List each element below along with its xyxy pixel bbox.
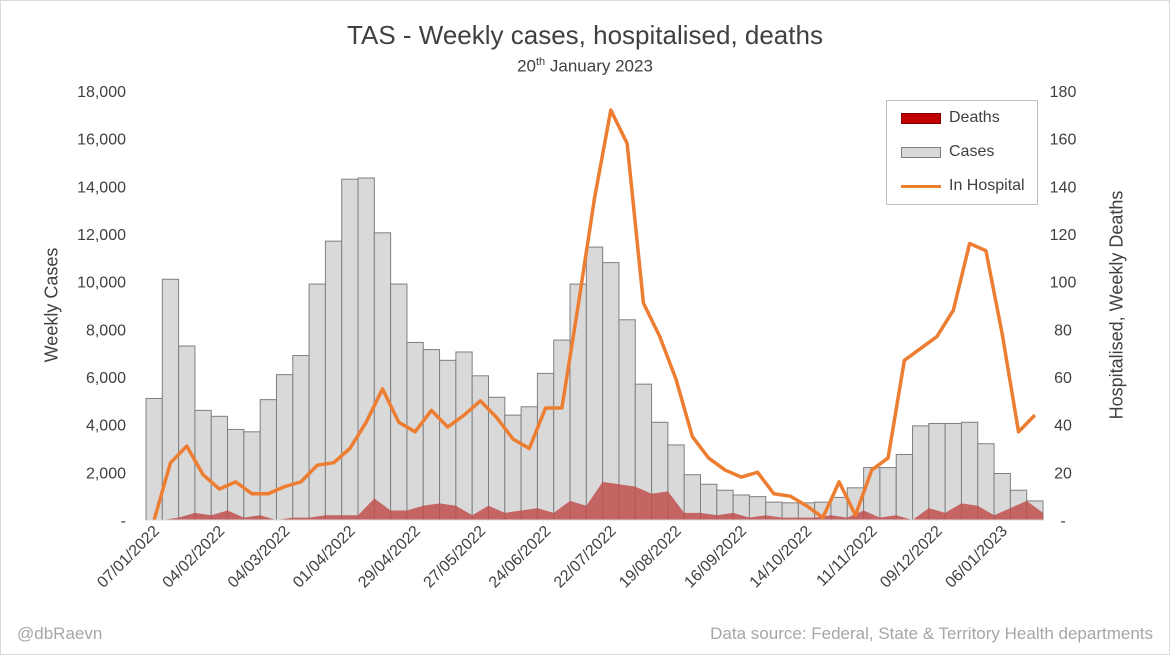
x-tick-label: 24/06/2022 [486, 523, 555, 592]
cases-bar [259, 399, 277, 521]
legend-item-cases: Cases [887, 141, 1037, 165]
cases-bar [357, 177, 375, 521]
x-tick-label: 04/02/2022 [160, 523, 229, 592]
cases-bar [781, 502, 799, 521]
y-tick-label-right: 180 [1050, 84, 1077, 101]
y-tick-label-left: 8,000 [86, 322, 126, 339]
y-tick-label-right: 120 [1050, 227, 1077, 244]
legend-item-deaths: Deaths [887, 107, 1037, 131]
legend-swatch-deaths [901, 113, 941, 124]
legend-label-cases: Cases [949, 143, 995, 160]
x-tick-label: 16/09/2022 [681, 523, 750, 592]
cases-bar [471, 375, 489, 521]
hospital-line [152, 108, 1037, 521]
legend-label-deaths: Deaths [949, 109, 1000, 126]
cases-bar [536, 372, 555, 521]
cases-bar [210, 415, 229, 521]
x-tick-label: 01/04/2022 [290, 523, 359, 592]
cases-bar [292, 355, 310, 521]
cases-bar [895, 453, 914, 521]
legend-label-hospital: In Hospital [949, 177, 1025, 194]
subtitle-day: 20 [517, 56, 536, 76]
cases-bar [602, 262, 620, 521]
y-tick-label-right: 80 [1054, 322, 1072, 339]
subtitle-rest: January 2023 [545, 56, 653, 76]
x-tick-label: 06/01/2023 [942, 523, 1011, 592]
cases-bar [308, 283, 326, 521]
cases-bar [879, 467, 897, 521]
deaths-area-layer [146, 481, 1043, 520]
y-tick-label-left: - [121, 513, 126, 530]
x-tick-label: 09/12/2022 [877, 523, 946, 592]
cases-bar [227, 428, 245, 521]
chart-legend: Deaths Cases In Hospital [886, 100, 1038, 205]
y-tick-label-left: 4,000 [86, 418, 126, 435]
x-tick-label: 11/11/2022 [814, 523, 881, 590]
y-tick-label-left: 10,000 [77, 275, 126, 292]
credit-text: @dbRaevn [17, 624, 103, 643]
legend-swatch-hospital [901, 185, 941, 188]
y-tick-label-left: 14,000 [77, 179, 126, 196]
cases-bar [439, 359, 457, 521]
x-tick-label: 07/01/2022 [94, 523, 163, 592]
subtitle-suffix: th [535, 56, 546, 68]
cases-bar [455, 351, 473, 521]
y-tick-label-right: - [1060, 513, 1065, 530]
cases-bar [422, 349, 441, 521]
cases-bar [585, 246, 604, 521]
y-tick-label-left: 12,000 [77, 227, 126, 244]
cases-bar [324, 240, 343, 521]
x-tick-label: 29/04/2022 [355, 523, 424, 592]
x-tick-label: 27/05/2022 [421, 523, 490, 592]
y-tick-label-right: 40 [1054, 418, 1072, 435]
legend-item-hospital: In Hospital [887, 175, 1037, 199]
source-text: Data source: Federal, State & Territory … [710, 624, 1153, 643]
y-tick-label-left: 18,000 [77, 84, 126, 101]
y-tick-label-right: 20 [1054, 465, 1072, 482]
cases-bar [275, 374, 294, 521]
x-tick-label: 14/10/2022 [747, 523, 816, 592]
y-tick-label-right: 140 [1050, 179, 1077, 196]
chart-subtitle: 20th January 2023 [0, 56, 1170, 77]
x-tick-label: 19/08/2022 [616, 523, 685, 592]
x-tick-label: 22/07/2022 [551, 523, 620, 592]
y-tick-label-right: 60 [1054, 370, 1072, 387]
y-tick-label-left: 2,000 [86, 465, 126, 482]
cases-bar [928, 422, 946, 521]
y-tick-label-left: 6,000 [86, 370, 126, 387]
cases-bar [390, 283, 408, 521]
cases-bar [341, 178, 359, 521]
cases-bars [145, 177, 1044, 521]
cases-bar [178, 345, 196, 521]
cases-bar [520, 406, 538, 521]
y-tick-label-right: 160 [1050, 132, 1077, 149]
deaths-area [146, 481, 1043, 520]
hospital-line-layer [152, 108, 1037, 521]
cases-bar [373, 232, 392, 521]
legend-swatch-cases [901, 147, 941, 158]
cases-bar [569, 283, 587, 521]
x-tick-label: 04/03/2022 [225, 523, 294, 592]
chart-title: TAS - Weekly cases, hospitalised, deaths [347, 20, 823, 50]
cases-bar [912, 425, 930, 521]
cases-bar [243, 431, 261, 521]
y-tick-label-right: 100 [1050, 275, 1077, 292]
y-tick-label-left: 16,000 [77, 132, 126, 149]
